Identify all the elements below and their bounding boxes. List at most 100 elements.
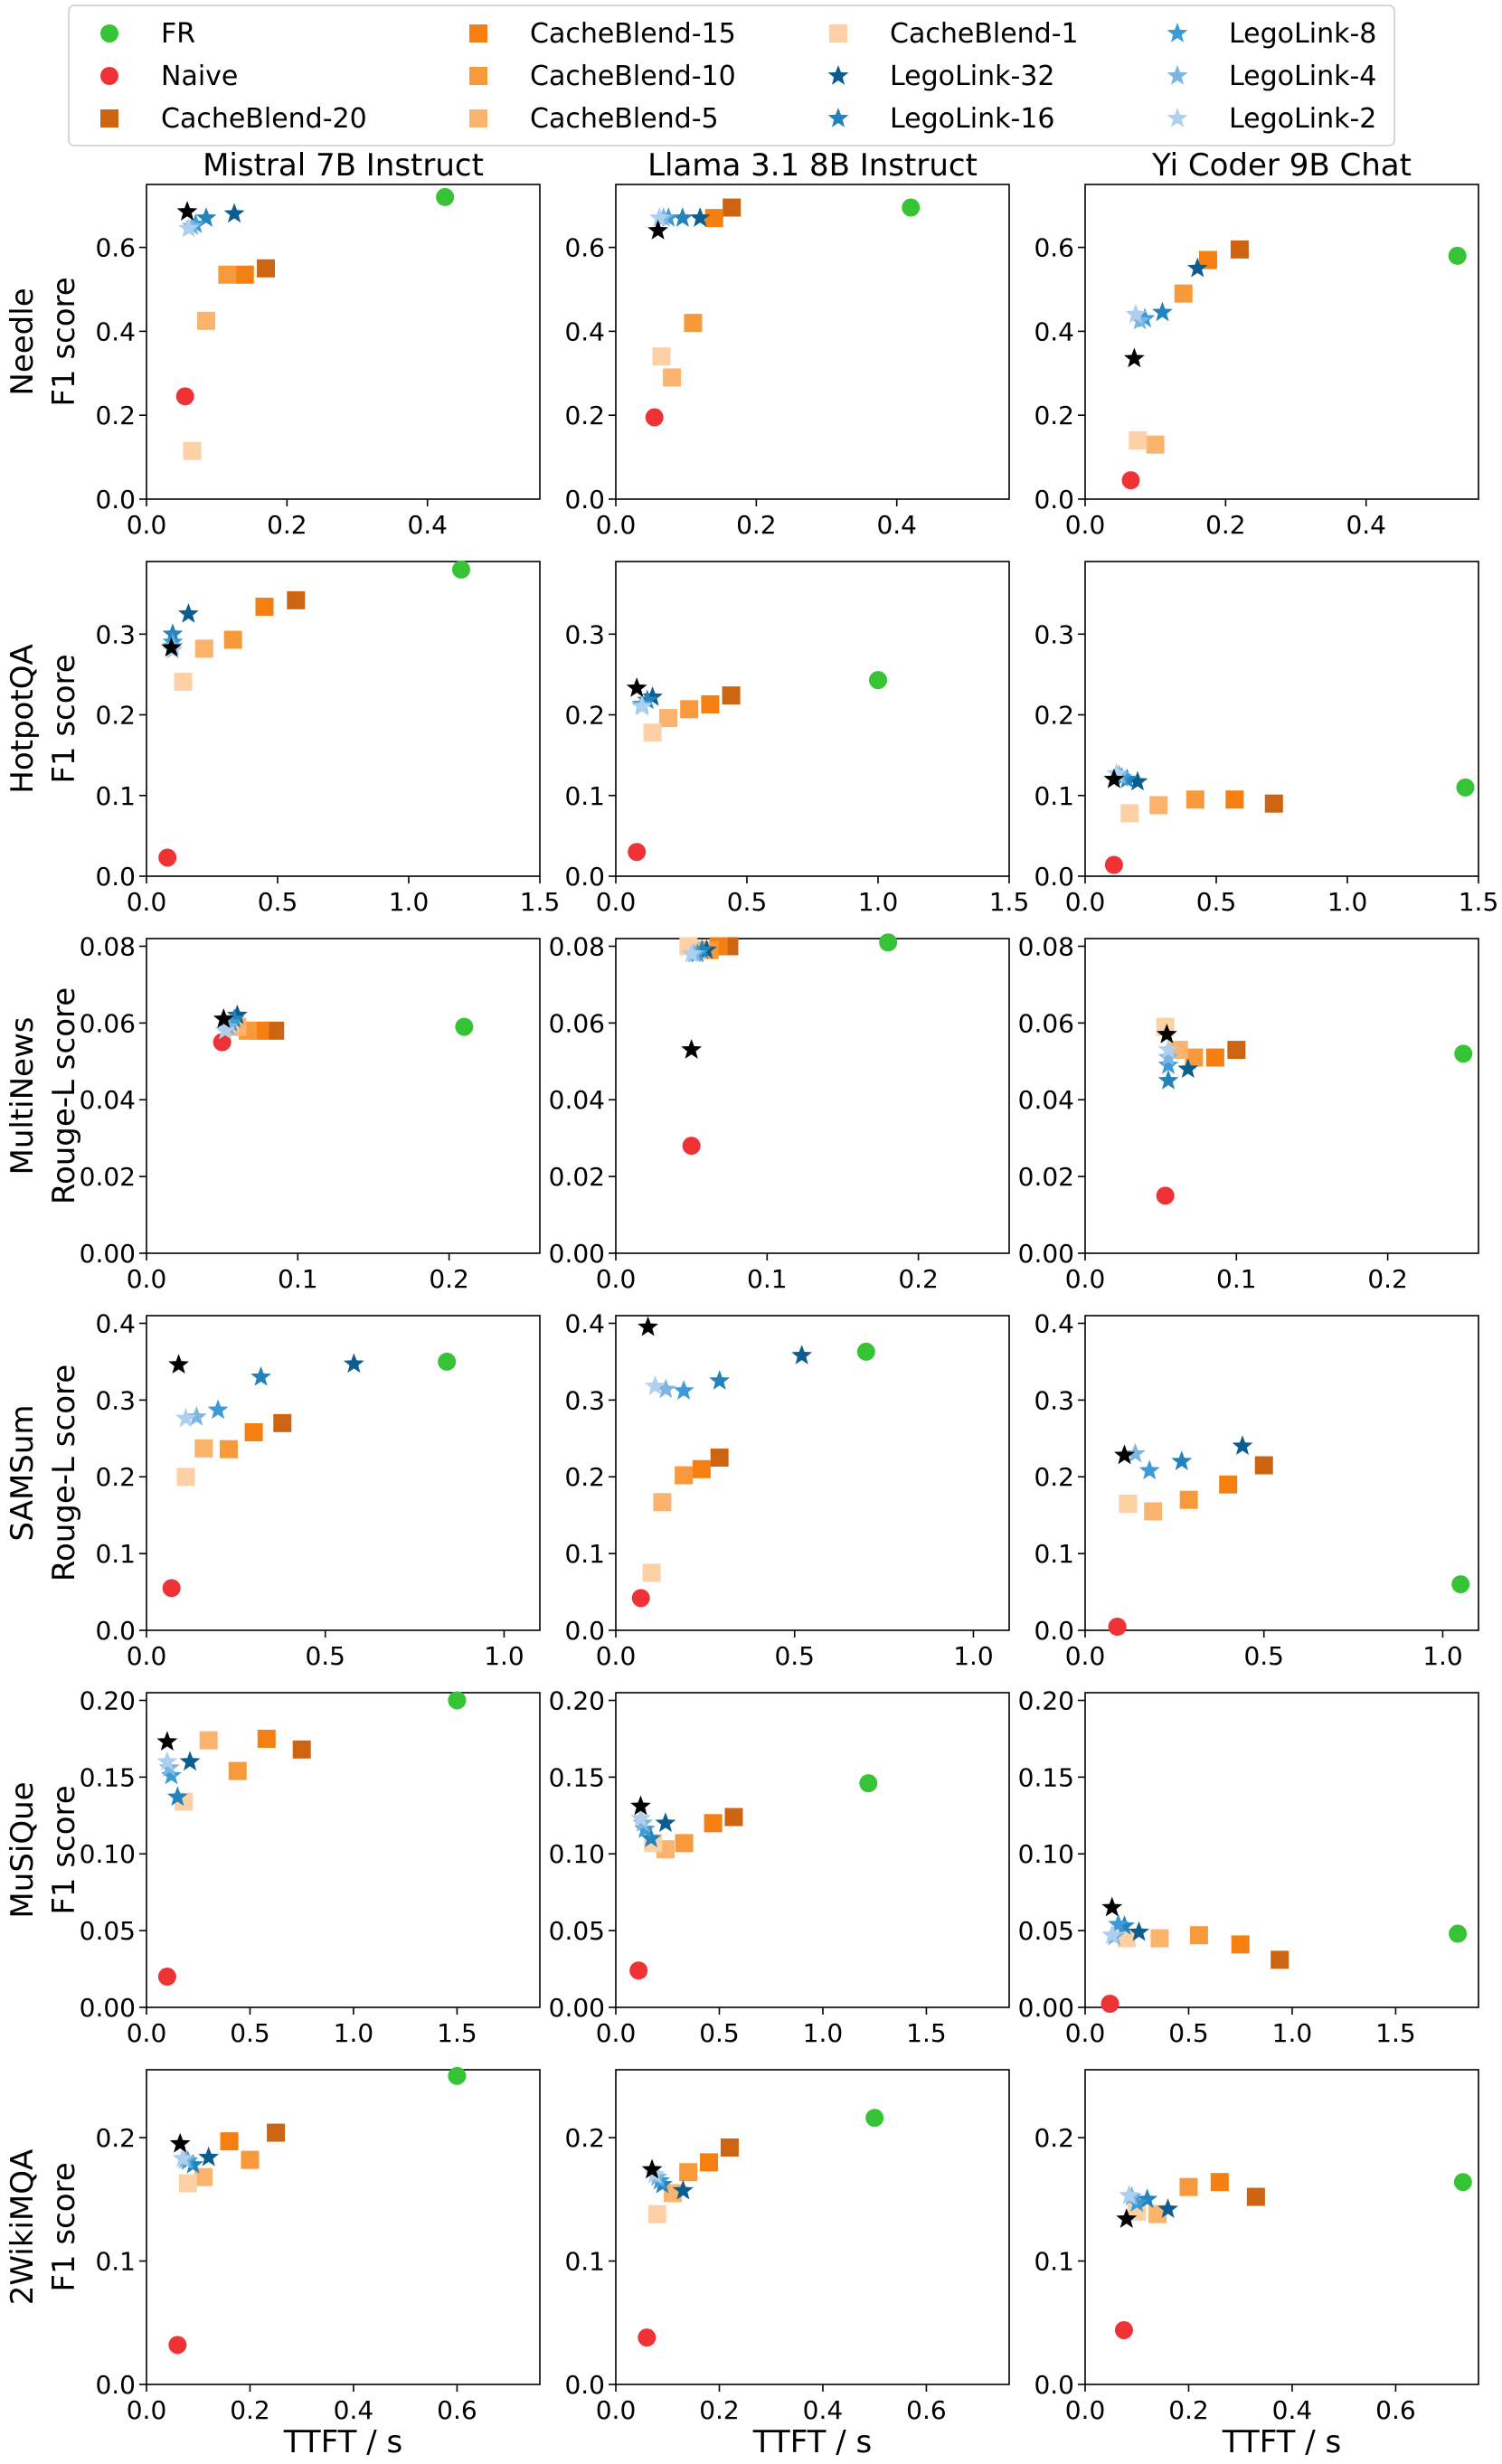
panels: 0.0 0.2 0.40.00.20.40.60.0 0.2 0.40.00.20.40… (80, 184, 1498, 2425)
point-legolink-16 (709, 1370, 731, 1390)
x-tick-label: 0.5 (258, 887, 298, 917)
point-cacheblend-20 (1227, 1041, 1246, 1060)
point-cacheblend-20 (1254, 1456, 1273, 1475)
y-axis-label: F1 score (46, 654, 82, 783)
x-tick-label: 0.0 (596, 887, 637, 917)
legend-item-legolink-32: LegoLink-32 (827, 61, 1054, 92)
point-black (213, 1008, 234, 1028)
x-tick-label: 1.0 (858, 887, 899, 917)
legend-item-cacheblend-5: CacheBlend-5 (469, 103, 719, 135)
point-cacheblend-20 (710, 1449, 729, 1468)
y-tick-label: 0.08 (80, 931, 136, 961)
point-black (641, 2158, 663, 2179)
point-cacheblend-15 (244, 1423, 263, 1442)
legend: FR Naive CacheBlend-20 CacheBlend-15 CacheBl… (68, 5, 1395, 146)
y-tick-label: 0.0 (95, 485, 136, 515)
plot-frame (1084, 184, 1479, 500)
row-dataset-label: MultiNews (5, 1017, 41, 1175)
point-cacheblend-5 (1144, 1502, 1163, 1521)
point-fr (859, 1774, 878, 1793)
x-tick-label: 0.0 (127, 1641, 167, 1671)
y-tick-label: 0.1 (1034, 2247, 1074, 2277)
point-cacheblend-15 (1219, 1475, 1238, 1494)
point-cacheblend-10 (679, 2163, 698, 2182)
point-legolink-32 (673, 2179, 694, 2200)
y-tick-label: 0.4 (1034, 1308, 1074, 1338)
point-fr (1454, 1044, 1473, 1063)
y-tick-label: 0.3 (1034, 619, 1074, 649)
legend-item-legolink-8: LegoLink-8 (1167, 18, 1376, 50)
x-tick-label: 1.5 (437, 2018, 477, 2048)
point-legolink-16 (195, 207, 217, 227)
star-marker (1167, 65, 1188, 85)
point-fr (1448, 246, 1467, 265)
x-tick-label: 0.0 (127, 2018, 167, 2048)
point-legolink-32 (1177, 1058, 1199, 1078)
y-tick-label: 0.20 (1018, 1685, 1074, 1715)
x-tick-label: 0.2 (1367, 1264, 1408, 1294)
y-tick-label: 0.0 (95, 1616, 136, 1646)
point-legolink-32 (1186, 257, 1208, 278)
point-legolink-2 (645, 1375, 666, 1395)
point-naive (158, 848, 177, 867)
y-tick-label: 0.2 (1034, 1462, 1074, 1492)
y-tick-label: 0.1 (95, 1539, 136, 1569)
y-tick-label: 0.1 (1034, 1539, 1074, 1569)
legend-item-cacheblend-10: CacheBlend-10 (469, 61, 736, 92)
point-cacheblend-10 (675, 1466, 694, 1485)
y-tick-label: 0.05 (1018, 1916, 1074, 1946)
point-cacheblend-10 (219, 1440, 238, 1459)
panel-2wikimqa-1: 0.0 0.2 0.4 0.6 0.0 0.1 0.2 (95, 2066, 541, 2425)
point-black (1156, 1024, 1177, 1043)
point-legolink-32 (655, 1812, 676, 1832)
y-tick-label: 0.0 (564, 1616, 605, 1646)
x-tick-label: 1.0 (1327, 887, 1368, 917)
point-legolink-32 (689, 207, 711, 227)
plot-frame (146, 561, 541, 877)
y-tick-label: 0.2 (1034, 2123, 1074, 2153)
y-tick-label: 0.2 (564, 701, 605, 731)
plot-frame (146, 1315, 541, 1631)
point-legolink-32 (1232, 1435, 1253, 1455)
point-legolink-16 (1114, 1915, 1135, 1935)
legend-label: LegoLink-4 (1229, 61, 1376, 92)
x-tick-label: 0.0 (596, 2395, 637, 2425)
point-naive (1104, 855, 1123, 874)
x-tick-label: 0.6 (906, 2395, 947, 2425)
legend-label: LegoLink-2 (1229, 103, 1376, 135)
x-tick-label: 0.5 (774, 1641, 815, 1671)
x-tick-label: 0.4 (1346, 510, 1386, 540)
row-dataset-label: MuSiQue (5, 1781, 41, 1918)
point-legolink-32 (1157, 2198, 1178, 2218)
x-tick-label: 1.0 (389, 887, 430, 917)
panel-hotpotqa-2: 0.0 0.5 1.0 1.5 0.0 0.1 0.2 0.3 (564, 561, 1029, 917)
point-cacheblend-15 (257, 1729, 276, 1748)
model-title: Llama 3.1 8B Instruct (647, 147, 978, 184)
y-tick-label: 0.06 (549, 1008, 605, 1038)
y-tick-label: 0.15 (1018, 1762, 1074, 1792)
plot-frame (1084, 938, 1479, 1254)
y-tick-label: 0.04 (1018, 1085, 1074, 1115)
point-naive (631, 1589, 650, 1608)
plot-frame (1084, 561, 1479, 877)
point-legolink-2 (175, 1407, 196, 1428)
x-tick-label: 1.0 (1272, 2018, 1313, 2048)
point-cacheblend-5 (1149, 796, 1168, 815)
point-cacheblend-1 (1129, 431, 1148, 450)
point-naive (629, 1961, 648, 1980)
panel-needle-2: 0.0 0.2 0.4 0.0 0.2 0.4 0.6 (564, 184, 1010, 540)
y-tick-label: 0.10 (80, 1839, 136, 1869)
y-tick-label: 0.00 (80, 1239, 136, 1269)
y-tick-label: 0.4 (564, 316, 605, 346)
x-tick-label: 0.4 (407, 510, 448, 540)
point-naive (645, 408, 664, 427)
point-cacheblend-20 (287, 590, 306, 609)
point-black (1114, 1444, 1135, 1465)
point-black (1101, 1896, 1123, 1917)
y-axis-label: Rouge-L score (46, 987, 82, 1204)
point-black (630, 1795, 651, 1816)
point-legolink-16 (672, 207, 694, 227)
point-legolink-2 (1101, 1924, 1123, 1944)
point-fr (1451, 1575, 1470, 1594)
x-tick-label: 1.0 (953, 1641, 994, 1671)
